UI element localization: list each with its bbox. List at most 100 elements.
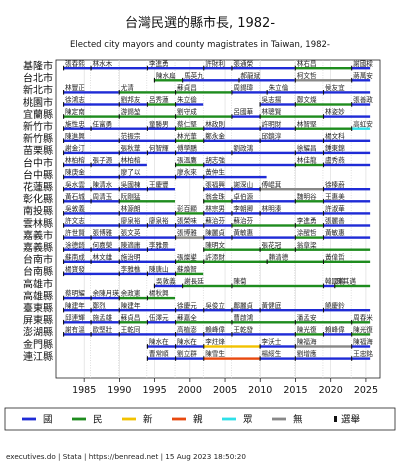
election-marker xyxy=(351,102,353,107)
term-bar xyxy=(322,91,371,94)
holder-label: 范振宗 xyxy=(121,131,141,140)
holder-label: 張福興 xyxy=(205,180,225,189)
legend-box xyxy=(4,407,396,431)
holder-label: 曹常順 xyxy=(149,349,169,358)
election-marker xyxy=(203,126,205,131)
holder-label: 林柏榕 xyxy=(121,156,141,165)
election-marker xyxy=(231,307,233,313)
term-bar xyxy=(294,79,352,82)
holder-label: 陳建年 xyxy=(121,301,141,310)
term-bar xyxy=(63,103,119,106)
term-bar xyxy=(146,272,176,276)
x-tick-label: 2020 xyxy=(319,385,343,396)
term-bar xyxy=(175,91,232,94)
holder-label: 楊寶發 xyxy=(65,265,85,274)
holder-label: 黃偉哲 xyxy=(325,252,345,261)
holder-label: 楊文科 xyxy=(325,131,345,140)
election-marker xyxy=(294,65,296,71)
election-marker xyxy=(351,65,353,71)
election-marker xyxy=(175,271,177,277)
term-bar xyxy=(175,309,204,312)
election-marker xyxy=(351,319,353,325)
row-label: 雲林縣 xyxy=(23,217,53,230)
election-marker xyxy=(118,259,120,264)
election-marker xyxy=(231,65,233,71)
election-marker xyxy=(259,138,261,143)
holder-label: 徐慶元 xyxy=(177,301,197,310)
term-bar xyxy=(294,224,323,227)
term-bar xyxy=(203,212,232,215)
holder-label: 王惠美 xyxy=(325,192,345,201)
election-marker xyxy=(63,174,65,180)
holder-label: 高虹安 xyxy=(353,119,373,128)
holder-label: 周春米 xyxy=(353,313,373,322)
election-marker xyxy=(231,211,233,216)
holder-label: 陳菊 xyxy=(233,277,247,286)
election-marker xyxy=(175,356,177,361)
term-bar xyxy=(118,260,176,263)
term-bar xyxy=(90,260,119,263)
term-bar xyxy=(90,127,147,130)
holder-label: 涂醒哲 xyxy=(297,228,317,237)
term-bar xyxy=(146,67,204,70)
election-marker xyxy=(231,235,233,240)
legend-label: 眾 xyxy=(243,415,253,426)
term-bar xyxy=(63,260,91,263)
holder-label: 林姿妙 xyxy=(325,107,345,116)
holder-label: 李雅樵 xyxy=(121,265,141,274)
election-marker xyxy=(322,90,325,95)
term-bar xyxy=(63,163,91,167)
legend-label: 新 xyxy=(143,414,153,426)
holder-label: 林智堅 xyxy=(297,119,317,128)
holder-label: 邱鏡淳 xyxy=(262,131,282,140)
holder-label: 陳進興 xyxy=(65,131,85,140)
election-marker xyxy=(118,102,120,107)
term-bar xyxy=(259,248,295,251)
term-bar xyxy=(146,248,176,251)
holder-label: 蔡明耀 xyxy=(65,289,85,298)
election-marker xyxy=(203,307,205,313)
holder-label: 朱立倫 xyxy=(269,83,289,92)
term-bar xyxy=(294,357,352,360)
holder-label: 謝長廷 xyxy=(184,277,204,286)
holder-label: 徐鴻志 xyxy=(65,95,85,104)
term-bar xyxy=(63,115,119,118)
row-label: 新竹縣 xyxy=(23,132,53,145)
term-bar xyxy=(63,248,91,251)
holder-label: 許世賢 xyxy=(65,228,85,237)
row-label: 苗栗縣 xyxy=(23,145,53,157)
term-bar xyxy=(63,224,119,227)
term-bar xyxy=(351,127,371,130)
election-marker xyxy=(118,186,120,192)
holder-label: 張花冠 xyxy=(262,240,282,249)
term-bar xyxy=(90,188,119,191)
election-marker xyxy=(63,319,65,325)
election-marker xyxy=(294,319,296,325)
election-marker xyxy=(175,126,177,131)
term-bar xyxy=(259,188,323,191)
holder-label: 童勝男 xyxy=(149,119,169,128)
holder-label: 高植澎 xyxy=(177,325,197,334)
term-bar xyxy=(182,284,232,288)
term-bar xyxy=(351,357,371,360)
holder-label: 李沃士 xyxy=(262,337,282,346)
term-bar xyxy=(182,79,239,82)
holder-label: 陳水在 xyxy=(177,337,197,346)
holder-label: 呂國華 xyxy=(233,107,253,116)
election-marker xyxy=(351,356,353,361)
row-label: 嘉義市 xyxy=(23,229,53,242)
term-bar xyxy=(118,333,176,336)
holder-label: 許文志 xyxy=(65,216,85,225)
term-bar xyxy=(322,309,371,312)
term-bar xyxy=(231,321,295,324)
holder-label: 張通榮 xyxy=(233,59,253,68)
holder-label: 謝深山 xyxy=(233,180,253,189)
holder-label: 傅崐萁 xyxy=(262,180,282,189)
election-marker xyxy=(90,186,92,192)
chart-subtitle: Elected city mayors and county magistrat… xyxy=(70,40,330,50)
legend-swatch xyxy=(222,417,236,421)
election-marker xyxy=(118,295,120,301)
holder-label: 陳適庸 xyxy=(121,240,141,249)
holder-label: 林光華 xyxy=(177,131,197,140)
